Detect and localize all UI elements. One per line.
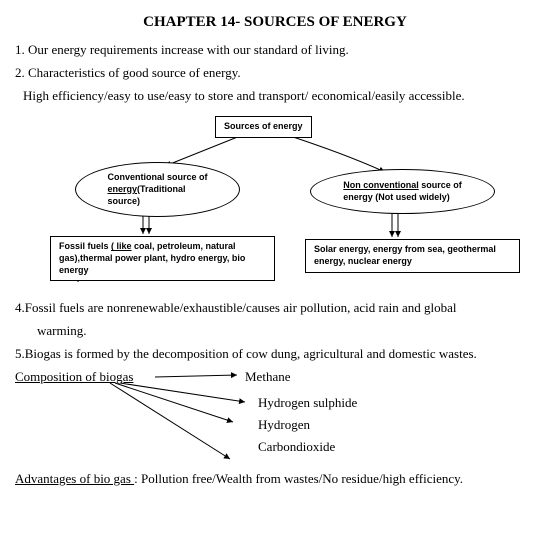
nonconv-l1b: source of bbox=[419, 180, 462, 190]
energy-sources-diagram: Sources of energy Conventional source of… bbox=[15, 114, 535, 294]
fossil-fuels-box: Fossil fuels ( like coal, petroleum, nat… bbox=[50, 236, 275, 281]
root-label: Sources of energy bbox=[224, 121, 303, 131]
conv-l1a: Conventional source of bbox=[107, 172, 207, 182]
ff-l3: energy bbox=[59, 265, 89, 275]
conv-l1c: (Traditional bbox=[137, 184, 186, 194]
nonconv-l1a: Non conventional bbox=[343, 180, 419, 190]
para-2: 2. Characteristics of good source of ene… bbox=[15, 63, 535, 84]
comp-hydrogen: Hydrogen bbox=[258, 415, 310, 436]
conv-l2: source) bbox=[107, 196, 140, 206]
comp-co2: Carbondioxide bbox=[258, 437, 335, 458]
conv-l1b: energy bbox=[107, 184, 137, 194]
para-3: High efficiency/easy to use/easy to stor… bbox=[23, 86, 535, 107]
ff-l2: gas),thermal power plant, hydro energy, … bbox=[59, 253, 245, 263]
advantages-label: Advantages of bio gas bbox=[15, 471, 134, 486]
nonconventional-node: Non conventional source of energy (Not u… bbox=[310, 169, 495, 214]
nonconv-l2: energy (Not used widely) bbox=[343, 192, 450, 202]
para-4b: warming. bbox=[37, 321, 535, 342]
composition-title: Composition of biogas bbox=[15, 367, 133, 388]
composition-diagram: Composition of biogas Methane Hydrogen s… bbox=[15, 367, 535, 467]
comp-h2s: Hydrogen sulphide bbox=[258, 393, 357, 414]
ff-l1c: coal, petroleum, natural bbox=[132, 241, 236, 251]
solar-l1: Solar energy, energy from sea, geotherma… bbox=[314, 244, 496, 254]
para-5: 5.Biogas is formed by the decomposition … bbox=[15, 344, 535, 365]
advantages-text: : Pollution free/Wealth from wastes/No r… bbox=[134, 471, 463, 486]
comp-methane: Methane bbox=[245, 367, 290, 388]
conventional-node: Conventional source of energy(Traditiona… bbox=[75, 162, 240, 217]
advantages-line: Advantages of bio gas : Pollution free/W… bbox=[15, 469, 535, 490]
solar-l2: energy, nuclear energy bbox=[314, 256, 412, 266]
solar-box: Solar energy, energy from sea, geotherma… bbox=[305, 239, 520, 272]
root-box: Sources of energy bbox=[215, 116, 312, 138]
para-4: 4.Fossil fuels are nonrenewable/exhausti… bbox=[15, 298, 535, 319]
ff-l1b: ( like bbox=[111, 241, 132, 251]
ff-l1a: Fossil fuels bbox=[59, 241, 111, 251]
chapter-title: CHAPTER 14- SOURCES OF ENERGY bbox=[15, 10, 535, 34]
para-1: 1. Our energy requirements increase with… bbox=[15, 40, 535, 61]
